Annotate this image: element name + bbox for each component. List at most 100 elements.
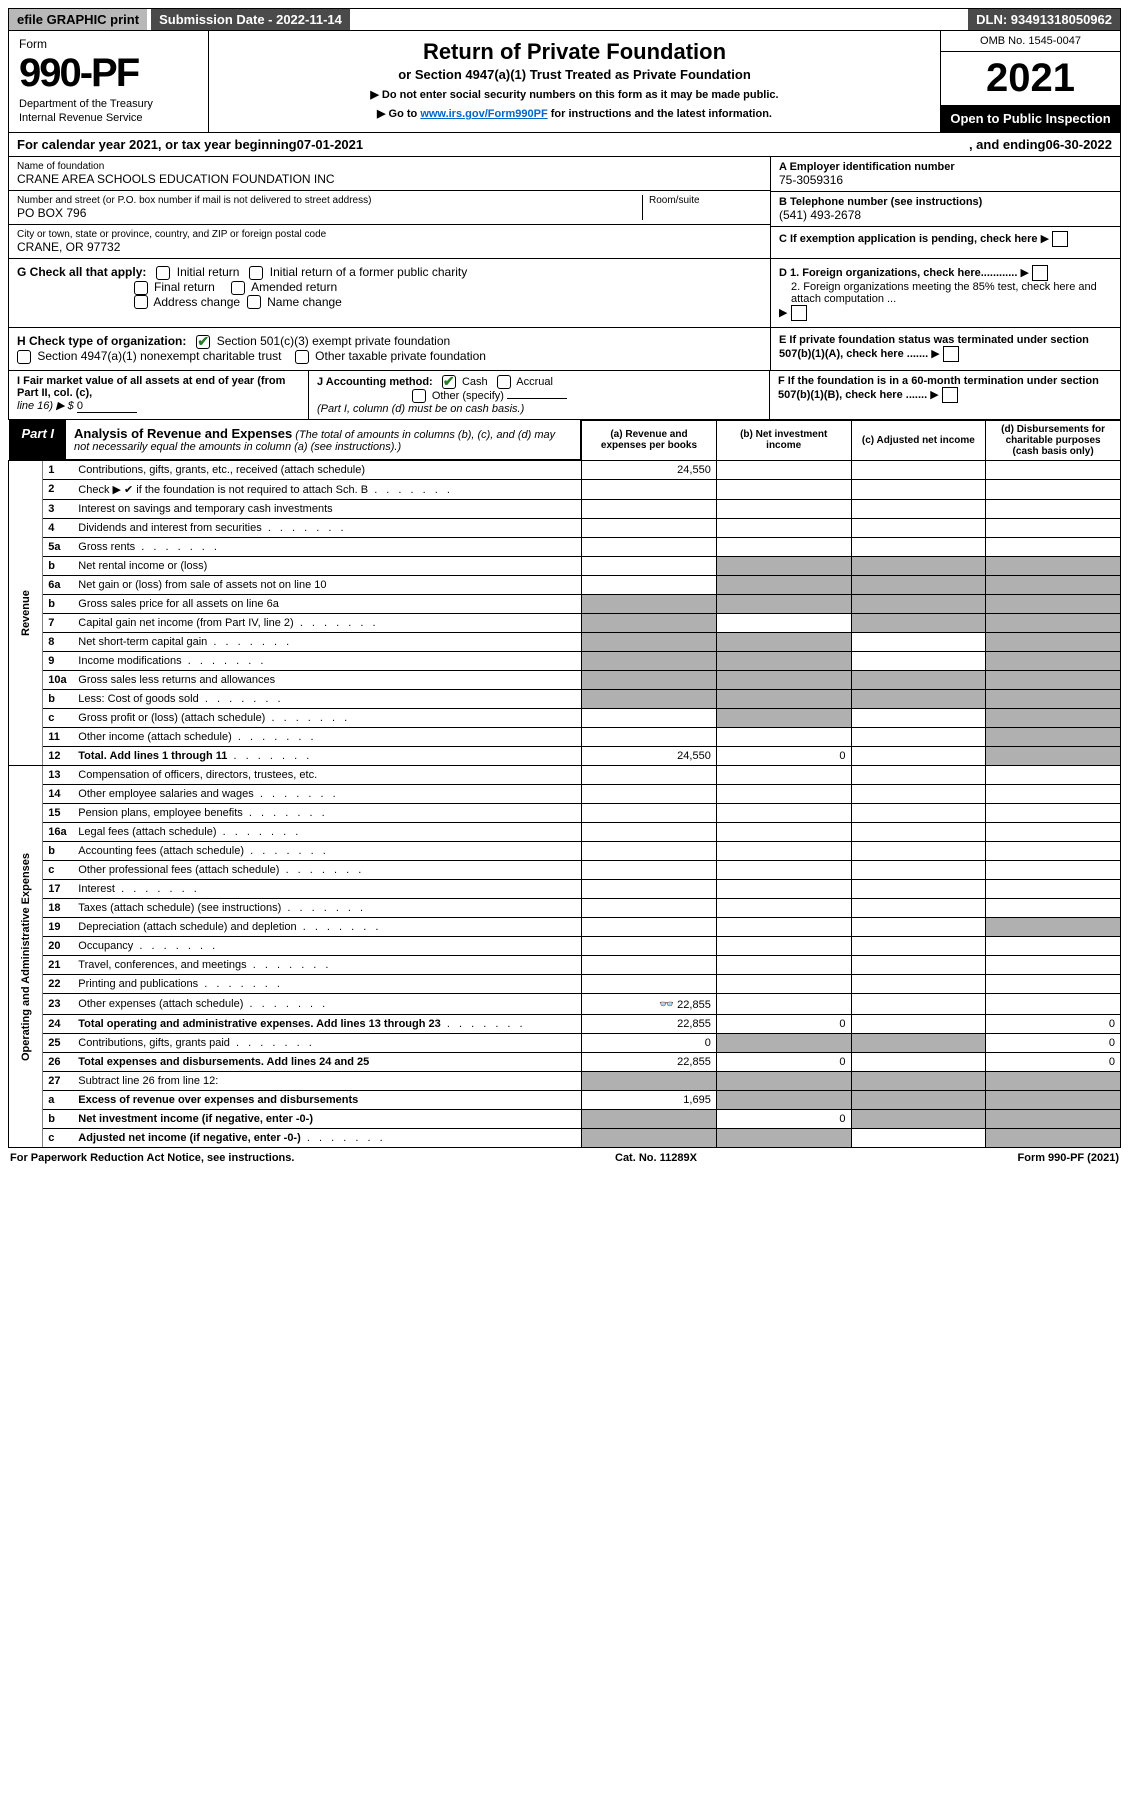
d2-checkbox[interactable] [791, 305, 807, 321]
identification-block: Name of foundation CRANE AREA SCHOOLS ED… [8, 157, 1121, 259]
i-label: I Fair market value of all assets at end… [17, 375, 285, 399]
row-10a-col1 [716, 671, 851, 690]
row-26-col0: 22,855 [582, 1053, 717, 1072]
glasses-icon: 👓 [659, 997, 674, 1011]
row-20: 20Occupancy . . . . . . . [43, 937, 582, 956]
row-21-col3 [986, 956, 1121, 975]
row-15-col2 [851, 804, 986, 823]
efile-label: efile GRAPHIC print [9, 9, 147, 30]
cb-4947[interactable] [17, 350, 31, 364]
dept-irs: Internal Revenue Service [19, 112, 198, 124]
row-7: 7Capital gain net income (from Part IV, … [43, 614, 582, 633]
row-b-col1: 0 [716, 1110, 851, 1129]
row-24-col3: 0 [986, 1015, 1121, 1034]
row-7-col2 [851, 614, 986, 633]
row-15: 15Pension plans, employee benefits . . .… [43, 804, 582, 823]
c-checkbox[interactable] [1052, 231, 1068, 247]
addr-label: Number and street (or P.O. box number if… [17, 195, 642, 206]
row-10a: 10aGross sales less returns and allowanc… [43, 671, 582, 690]
row-25-col3: 0 [986, 1034, 1121, 1053]
cb-other-tax[interactable] [295, 350, 309, 364]
row-21-col2 [851, 956, 986, 975]
row-4: 4Dividends and interest from securities … [43, 519, 582, 538]
f-checkbox[interactable] [942, 387, 958, 403]
ein: 75-3059316 [779, 173, 1112, 187]
part1-tag: Part I [10, 420, 67, 459]
tel-label: B Telephone number (see instructions) [779, 196, 1112, 208]
row-9: 9Income modifications . . . . . . . [43, 652, 582, 671]
row-27: 27Subtract line 26 from line 12: [43, 1072, 582, 1091]
cb-cash[interactable] [442, 375, 456, 389]
d1-checkbox[interactable] [1032, 265, 1048, 281]
row-9-col1 [716, 652, 851, 671]
e-checkbox[interactable] [943, 346, 959, 362]
row-c-col2 [851, 709, 986, 728]
row-27-col2 [851, 1072, 986, 1091]
row-11-col0 [582, 728, 717, 747]
row-6a-col1 [716, 576, 851, 595]
form-subtitle: or Section 4947(a)(1) Trust Treated as P… [229, 67, 920, 82]
row-c-col3 [986, 709, 1121, 728]
row-24-col2 [851, 1015, 986, 1034]
row-14-col0 [582, 785, 717, 804]
row-5a: 5aGross rents . . . . . . . [43, 538, 582, 557]
row-11-col3 [986, 728, 1121, 747]
row-16a-col1 [716, 823, 851, 842]
cb-amended[interactable] [231, 281, 245, 295]
row-15-col0 [582, 804, 717, 823]
irs-link[interactable]: www.irs.gov/Form990PF [420, 108, 547, 120]
row-b-col2 [851, 1110, 986, 1129]
row-5a-col2 [851, 538, 986, 557]
cat-no: Cat. No. 11289X [615, 1152, 697, 1164]
row-20-col2 [851, 937, 986, 956]
row-4-col2 [851, 519, 986, 538]
row-16a-col2 [851, 823, 986, 842]
row-1-col3 [986, 461, 1121, 480]
row-18-col1 [716, 899, 851, 918]
row-b-col2 [851, 690, 986, 709]
row-13-col0 [582, 766, 717, 785]
cb-501c3[interactable] [196, 335, 210, 349]
row-8-col1 [716, 633, 851, 652]
row-b-col0 [582, 595, 717, 614]
row-18: 18Taxes (attach schedule) (see instructi… [43, 899, 582, 918]
row-b-col1 [716, 557, 851, 576]
cb-other-method[interactable] [412, 389, 426, 403]
row-7-col3 [986, 614, 1121, 633]
row-22-col1 [716, 975, 851, 994]
tax-year: 2021 [941, 52, 1120, 105]
row-1-col2 [851, 461, 986, 480]
instr-ssn: ▶ Do not enter social security numbers o… [229, 88, 920, 101]
row-b: bAccounting fees (attach schedule) . . .… [43, 842, 582, 861]
row-26-col3: 0 [986, 1053, 1121, 1072]
cb-initial-former[interactable] [249, 266, 263, 280]
cb-addr-change[interactable] [134, 295, 148, 309]
instr-goto: ▶ Go to www.irs.gov/Form990PF for instru… [229, 107, 920, 120]
row-18-col0 [582, 899, 717, 918]
form-label: Form [19, 37, 198, 51]
row-3-col2 [851, 500, 986, 519]
cb-final[interactable] [134, 281, 148, 295]
row-a-col2 [851, 1091, 986, 1110]
row-3: 3Interest on savings and temporary cash … [43, 500, 582, 519]
row-2-col3 [986, 480, 1121, 500]
row-22: 22Printing and publications . . . . . . … [43, 975, 582, 994]
cb-name-change[interactable] [247, 295, 261, 309]
row-19-col2 [851, 918, 986, 937]
cb-accrual[interactable] [497, 375, 511, 389]
form-header: Form 990-PF Department of the Treasury I… [8, 31, 1121, 133]
cb-initial[interactable] [156, 266, 170, 280]
row-4-col1 [716, 519, 851, 538]
row-c: cOther professional fees (attach schedul… [43, 861, 582, 880]
row-19-col1 [716, 918, 851, 937]
row-b-col3 [986, 1110, 1121, 1129]
row-4-col0 [582, 519, 717, 538]
expenses-vlabel: Operating and Administrative Expenses [9, 766, 43, 1148]
row-25-col0: 0 [582, 1034, 717, 1053]
street-address: PO BOX 796 [17, 206, 642, 220]
row-19-col3 [986, 918, 1121, 937]
row-23-col1 [716, 994, 851, 1015]
row-23-col2 [851, 994, 986, 1015]
row-11-col1 [716, 728, 851, 747]
row-20-col0 [582, 937, 717, 956]
